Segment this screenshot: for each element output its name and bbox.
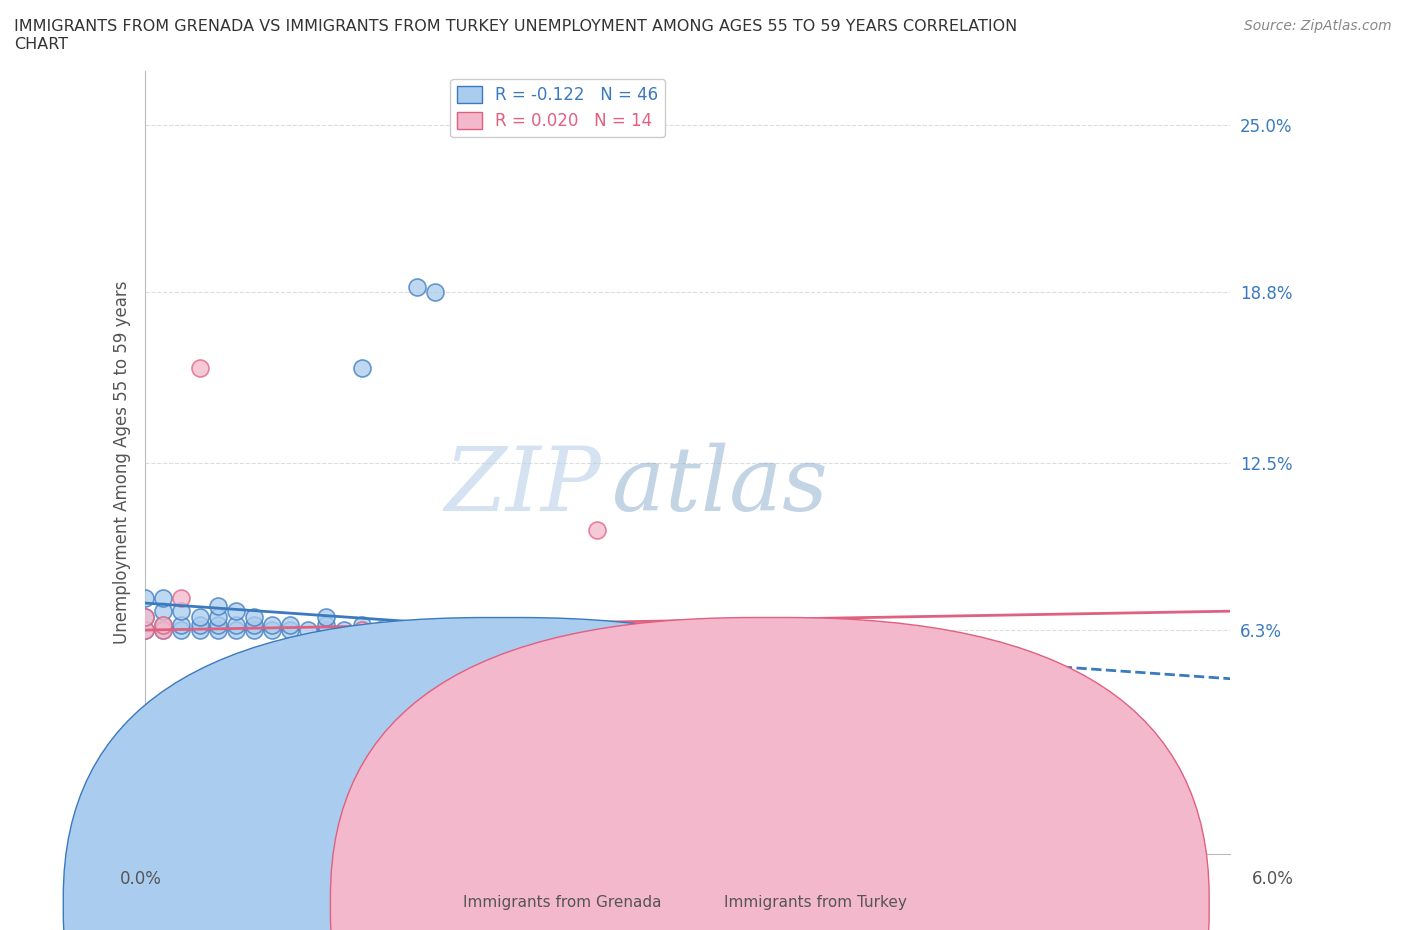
Point [207,618,229,632]
Point [858,738,880,753]
Point [134,623,156,638]
Point [134,591,156,605]
Point [152,618,174,632]
Point [243,609,266,624]
Point [405,684,427,699]
Text: Immigrants from Grenada: Immigrants from Grenada [463,895,662,910]
Point [243,623,266,638]
Point [352,623,374,638]
Text: 0.0%: 0.0% [120,870,162,888]
Point [188,609,211,624]
Text: ZIP: ZIP [444,443,600,529]
Point [315,644,337,659]
Point [405,644,427,659]
Point [496,711,519,726]
Point [278,623,301,638]
Point [225,623,247,638]
Point [278,671,301,686]
Point [1129,793,1152,808]
Point [152,623,174,638]
Point [170,604,193,618]
Text: CHART: CHART [14,37,67,52]
Point [243,618,266,632]
Point [260,618,283,632]
Point [207,609,229,624]
Point [170,623,193,638]
Point [297,623,319,638]
Point [858,623,880,638]
Y-axis label: Unemployment Among Ages 55 to 59 years: Unemployment Among Ages 55 to 59 years [114,281,131,644]
Point [352,618,374,632]
Point [170,618,193,632]
Point [188,618,211,632]
Point [278,618,301,632]
Point [207,598,229,613]
Point [134,623,156,638]
Point [188,361,211,376]
Point [586,523,609,538]
Point [352,361,374,376]
Point [370,623,392,638]
Point [188,623,211,638]
Point [387,623,409,638]
Point [134,609,156,624]
Point [134,609,156,624]
Point [405,280,427,295]
Point [315,609,337,624]
Legend: R = -0.122   N = 46, R = 0.020   N = 14: R = -0.122 N = 46, R = 0.020 N = 14 [450,79,665,137]
Point [315,623,337,638]
Text: Immigrants from Turkey: Immigrants from Turkey [724,895,907,910]
Point [152,623,174,638]
Point [352,623,374,638]
Text: atlas: atlas [612,443,828,529]
Point [821,631,844,645]
Point [441,623,464,638]
Point [405,658,427,672]
Point [260,623,283,638]
Point [152,604,174,618]
Point [766,636,789,651]
Point [423,285,446,299]
Point [225,618,247,632]
Point [225,604,247,618]
Point [207,623,229,638]
Point [333,623,356,638]
Point [676,623,699,638]
Point [315,618,337,632]
Text: IMMIGRANTS FROM GRENADA VS IMMIGRANTS FROM TURKEY UNEMPLOYMENT AMONG AGES 55 TO : IMMIGRANTS FROM GRENADA VS IMMIGRANTS FR… [14,19,1018,33]
Point [152,591,174,605]
Point [170,591,193,605]
Text: Source: ZipAtlas.com: Source: ZipAtlas.com [1244,19,1392,33]
Point [152,618,174,632]
Text: 6.0%: 6.0% [1251,870,1294,888]
